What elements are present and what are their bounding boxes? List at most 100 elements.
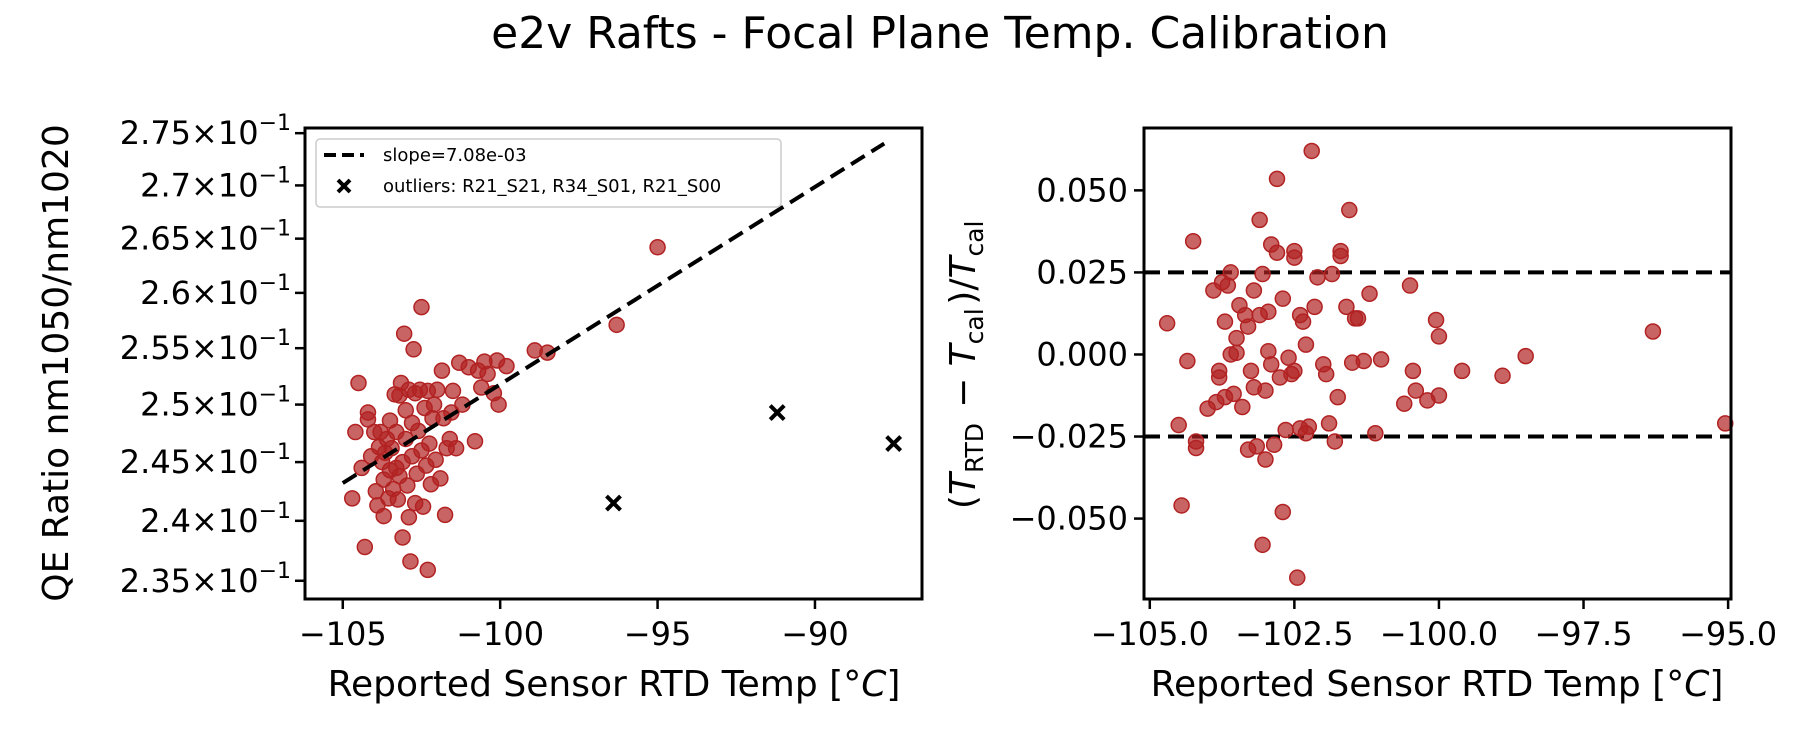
data-point: [1361, 285, 1378, 303]
right-y-axis-label: (TRTD − Tcal )/Tcal: [943, 217, 989, 509]
data-point: [347, 423, 364, 441]
data-point: [1355, 352, 1373, 370]
data-point: [359, 404, 377, 421]
x-tick-label: −97.5: [1534, 615, 1632, 653]
left-legend: slope=7.08e-03 outliers: R21_S21, R34_S0…: [315, 138, 782, 208]
x-tick-label: −105: [299, 615, 387, 653]
data-point: [1294, 313, 1312, 330]
data-point: [1257, 451, 1274, 468]
data-point: [1326, 433, 1344, 450]
data-point: [608, 316, 625, 334]
data-point: [389, 491, 407, 508]
outlier-marker: [605, 494, 622, 512]
data-point: [1430, 328, 1448, 345]
data-point: [1245, 282, 1263, 299]
x-tick-label: −95: [624, 615, 692, 653]
data-point: [1286, 242, 1303, 260]
data-point: [1297, 336, 1315, 353]
left-y-axis-label: QE Ratio nm1050/nm1020: [36, 124, 77, 602]
data-point: [405, 341, 422, 358]
data-point: [1173, 497, 1190, 514]
y-tick-label: 0.050: [1036, 171, 1128, 209]
data-point: [1367, 424, 1384, 442]
x-tick-label: −100.0: [1380, 615, 1498, 653]
data-point: [428, 381, 446, 399]
right-y-ticks: 0.050 0.025 0.000 −0.025 −0.050: [1010, 171, 1144, 538]
outlier-marker: [768, 404, 786, 421]
data-point: [1300, 418, 1318, 435]
legend-outlier-label: outliers: R21_S21, R34_S01, R21_S00: [383, 176, 721, 197]
data-point: [1179, 352, 1196, 370]
legend-fit-label: slope=7.08e-03: [383, 145, 527, 166]
right-plot-frame: [1142, 126, 1733, 601]
data-point: [343, 490, 361, 507]
x-tick-label: −95.0: [1679, 615, 1777, 653]
data-point: [1430, 387, 1448, 404]
x-tick-label: −100: [456, 615, 544, 653]
data-point: [1187, 439, 1205, 457]
data-point: [649, 239, 666, 256]
right-chart: −105.0 −102.5 −100.0 −97.5 −95.0 0.0500.0250…: [943, 126, 1777, 705]
figure-title: e2v Rafts - Focal Plane Temp. Calibratio…: [491, 8, 1389, 59]
y-tick-label: 2.35×10−1: [120, 559, 291, 600]
data-point: [1254, 536, 1271, 554]
data-point: [1210, 369, 1228, 386]
data-point: [1158, 315, 1176, 332]
y-tick-label: 0.000: [1036, 335, 1128, 373]
data-point: [1184, 232, 1202, 250]
data-point: [1260, 303, 1277, 321]
y-tick-label: 2.5×10−1: [140, 383, 291, 424]
data-point: [1407, 382, 1425, 399]
data-point: [1257, 382, 1274, 399]
data-point: [1274, 290, 1292, 307]
right-data-points: [1158, 142, 1734, 586]
data-point: [356, 538, 374, 556]
data-point: [1404, 362, 1422, 380]
left-data-points: [343, 239, 666, 579]
y-tick-label: 2.6×10−1: [140, 271, 291, 312]
data-point: [1234, 398, 1251, 416]
data-point: [1716, 415, 1734, 432]
data-point: [427, 451, 444, 469]
data-point: [421, 435, 438, 452]
data-point: [1239, 318, 1257, 335]
x-tick-label: −90: [781, 615, 849, 653]
legend-outlier-swatch: [336, 178, 352, 194]
data-point: [1338, 298, 1355, 316]
data-point: [1517, 347, 1534, 365]
threshold-lines: [1144, 270, 1731, 439]
data-point: [394, 529, 411, 546]
data-point: [1289, 569, 1306, 586]
data-point: [1372, 351, 1390, 368]
y-tick-label: 2.7×10−1: [140, 163, 291, 204]
data-point: [1268, 170, 1286, 188]
data-point: [1254, 265, 1271, 283]
data-point: [425, 396, 443, 413]
data-point: [498, 357, 515, 375]
data-point: [1286, 362, 1303, 380]
data-point: [1341, 201, 1358, 219]
legend-box: [315, 138, 782, 208]
left-y-ticks: 2.35×10−1 2.4×10−1 2.45×10−1 2.5×10−1 2.55×1…: [120, 111, 305, 600]
data-point: [1251, 211, 1268, 229]
data-point: [1401, 277, 1419, 294]
data-point: [447, 439, 465, 457]
y-tick-label: 2.4×10−1: [140, 499, 291, 540]
right-x-ticks: −105.0 −102.5 −100.0 −97.5 −95.0: [1091, 599, 1777, 653]
y-tick-label: 2.75×10−1: [120, 111, 291, 152]
data-point: [1427, 311, 1445, 329]
data-point: [1222, 264, 1239, 281]
data-point: [1216, 313, 1234, 330]
outlier-marker: [885, 435, 903, 452]
data-point: [1248, 438, 1266, 455]
outlier-markers: [605, 404, 903, 512]
data-point: [490, 396, 507, 413]
data-point: [1242, 362, 1260, 380]
fit-line: [341, 141, 886, 485]
y-tick-label: 0.025: [1036, 253, 1128, 291]
data-point: [402, 553, 419, 570]
data-point: [1309, 269, 1326, 286]
left-plot-frame: [303, 126, 924, 601]
data-point: [1494, 367, 1511, 385]
data-point: [1306, 298, 1323, 316]
